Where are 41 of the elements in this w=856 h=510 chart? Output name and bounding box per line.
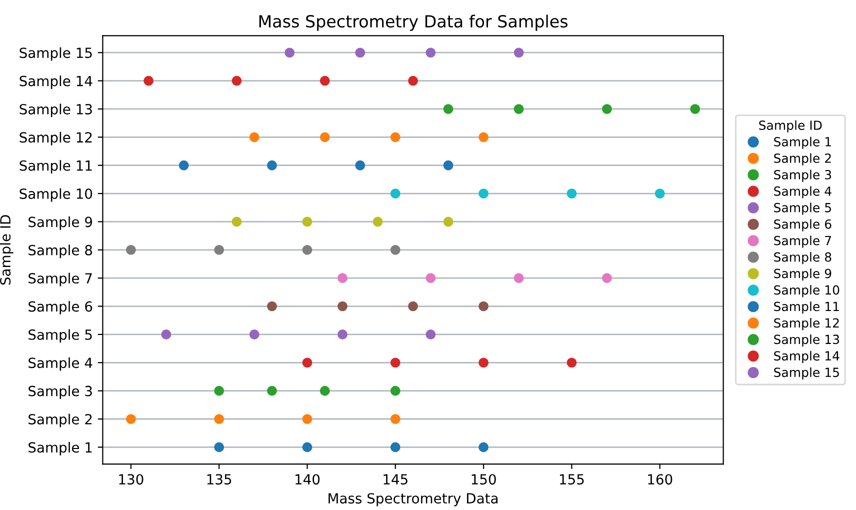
legend-label: Sample 12: [774, 318, 839, 330]
y-tick-label: Sample 9: [28, 216, 92, 230]
legend-label: Sample 9: [774, 268, 832, 281]
x-tick-label: 150: [472, 474, 496, 485]
y-tick-label: Sample 10: [20, 188, 92, 202]
legend-label: Sample 2: [774, 153, 831, 166]
chart-title: Mass Spectrometry Data for Samples: [259, 14, 568, 31]
y-axis-title: Sample ID: [759, 120, 822, 132]
legend-label: Sample 14: [774, 350, 840, 364]
legend-label: Sample 10: [774, 285, 840, 298]
legend-label: Sample 4: [774, 186, 832, 198]
x-tick-label: 145: [384, 474, 408, 485]
legend-label: Sample 5: [774, 202, 831, 215]
y-tick-label: Sample 13: [20, 104, 92, 118]
legend-label: Sample 11: [774, 302, 839, 314]
y-tick-label: Sample 7: [28, 272, 92, 286]
x-tick-label: 130: [119, 474, 144, 485]
y-tick-label: Sample 15: [20, 47, 92, 61]
y-tick-label: Sample 6: [28, 300, 92, 314]
x-tick-label: 135: [207, 474, 232, 485]
y-tick-label: Sample 11: [20, 160, 92, 174]
legend-label: Sample 1: [774, 136, 831, 149]
legend-label: Sample 15: [774, 367, 839, 380]
legend-label: Sample 7: [774, 236, 832, 248]
legend-label: Sample 13: [774, 334, 840, 347]
y-tick-label: Sample 5: [28, 329, 92, 343]
x-tick-label: 160: [648, 474, 672, 485]
y-tick-label: Sample 14: [20, 76, 92, 89]
legend-label: Sample 3: [774, 170, 832, 182]
legend-title: Sample ID: [0, 215, 14, 285]
y-tick-label: Sample 4: [28, 357, 92, 371]
legend-label: Sample 6: [774, 219, 832, 232]
y-tick-label: Sample 3: [28, 386, 92, 399]
x-tick-label: 140: [296, 474, 320, 485]
legend-label: Sample 8: [774, 252, 832, 264]
y-tick-label: Sample 1: [28, 442, 92, 456]
y-tick-label: Sample 12: [20, 132, 92, 146]
y-tick-label: Sample 2: [28, 414, 92, 428]
x-tick-label: 155: [560, 474, 584, 485]
y-tick-label: Sample 8: [28, 244, 92, 258]
x-axis-title: Mass Spectrometry Data: [328, 493, 498, 506]
